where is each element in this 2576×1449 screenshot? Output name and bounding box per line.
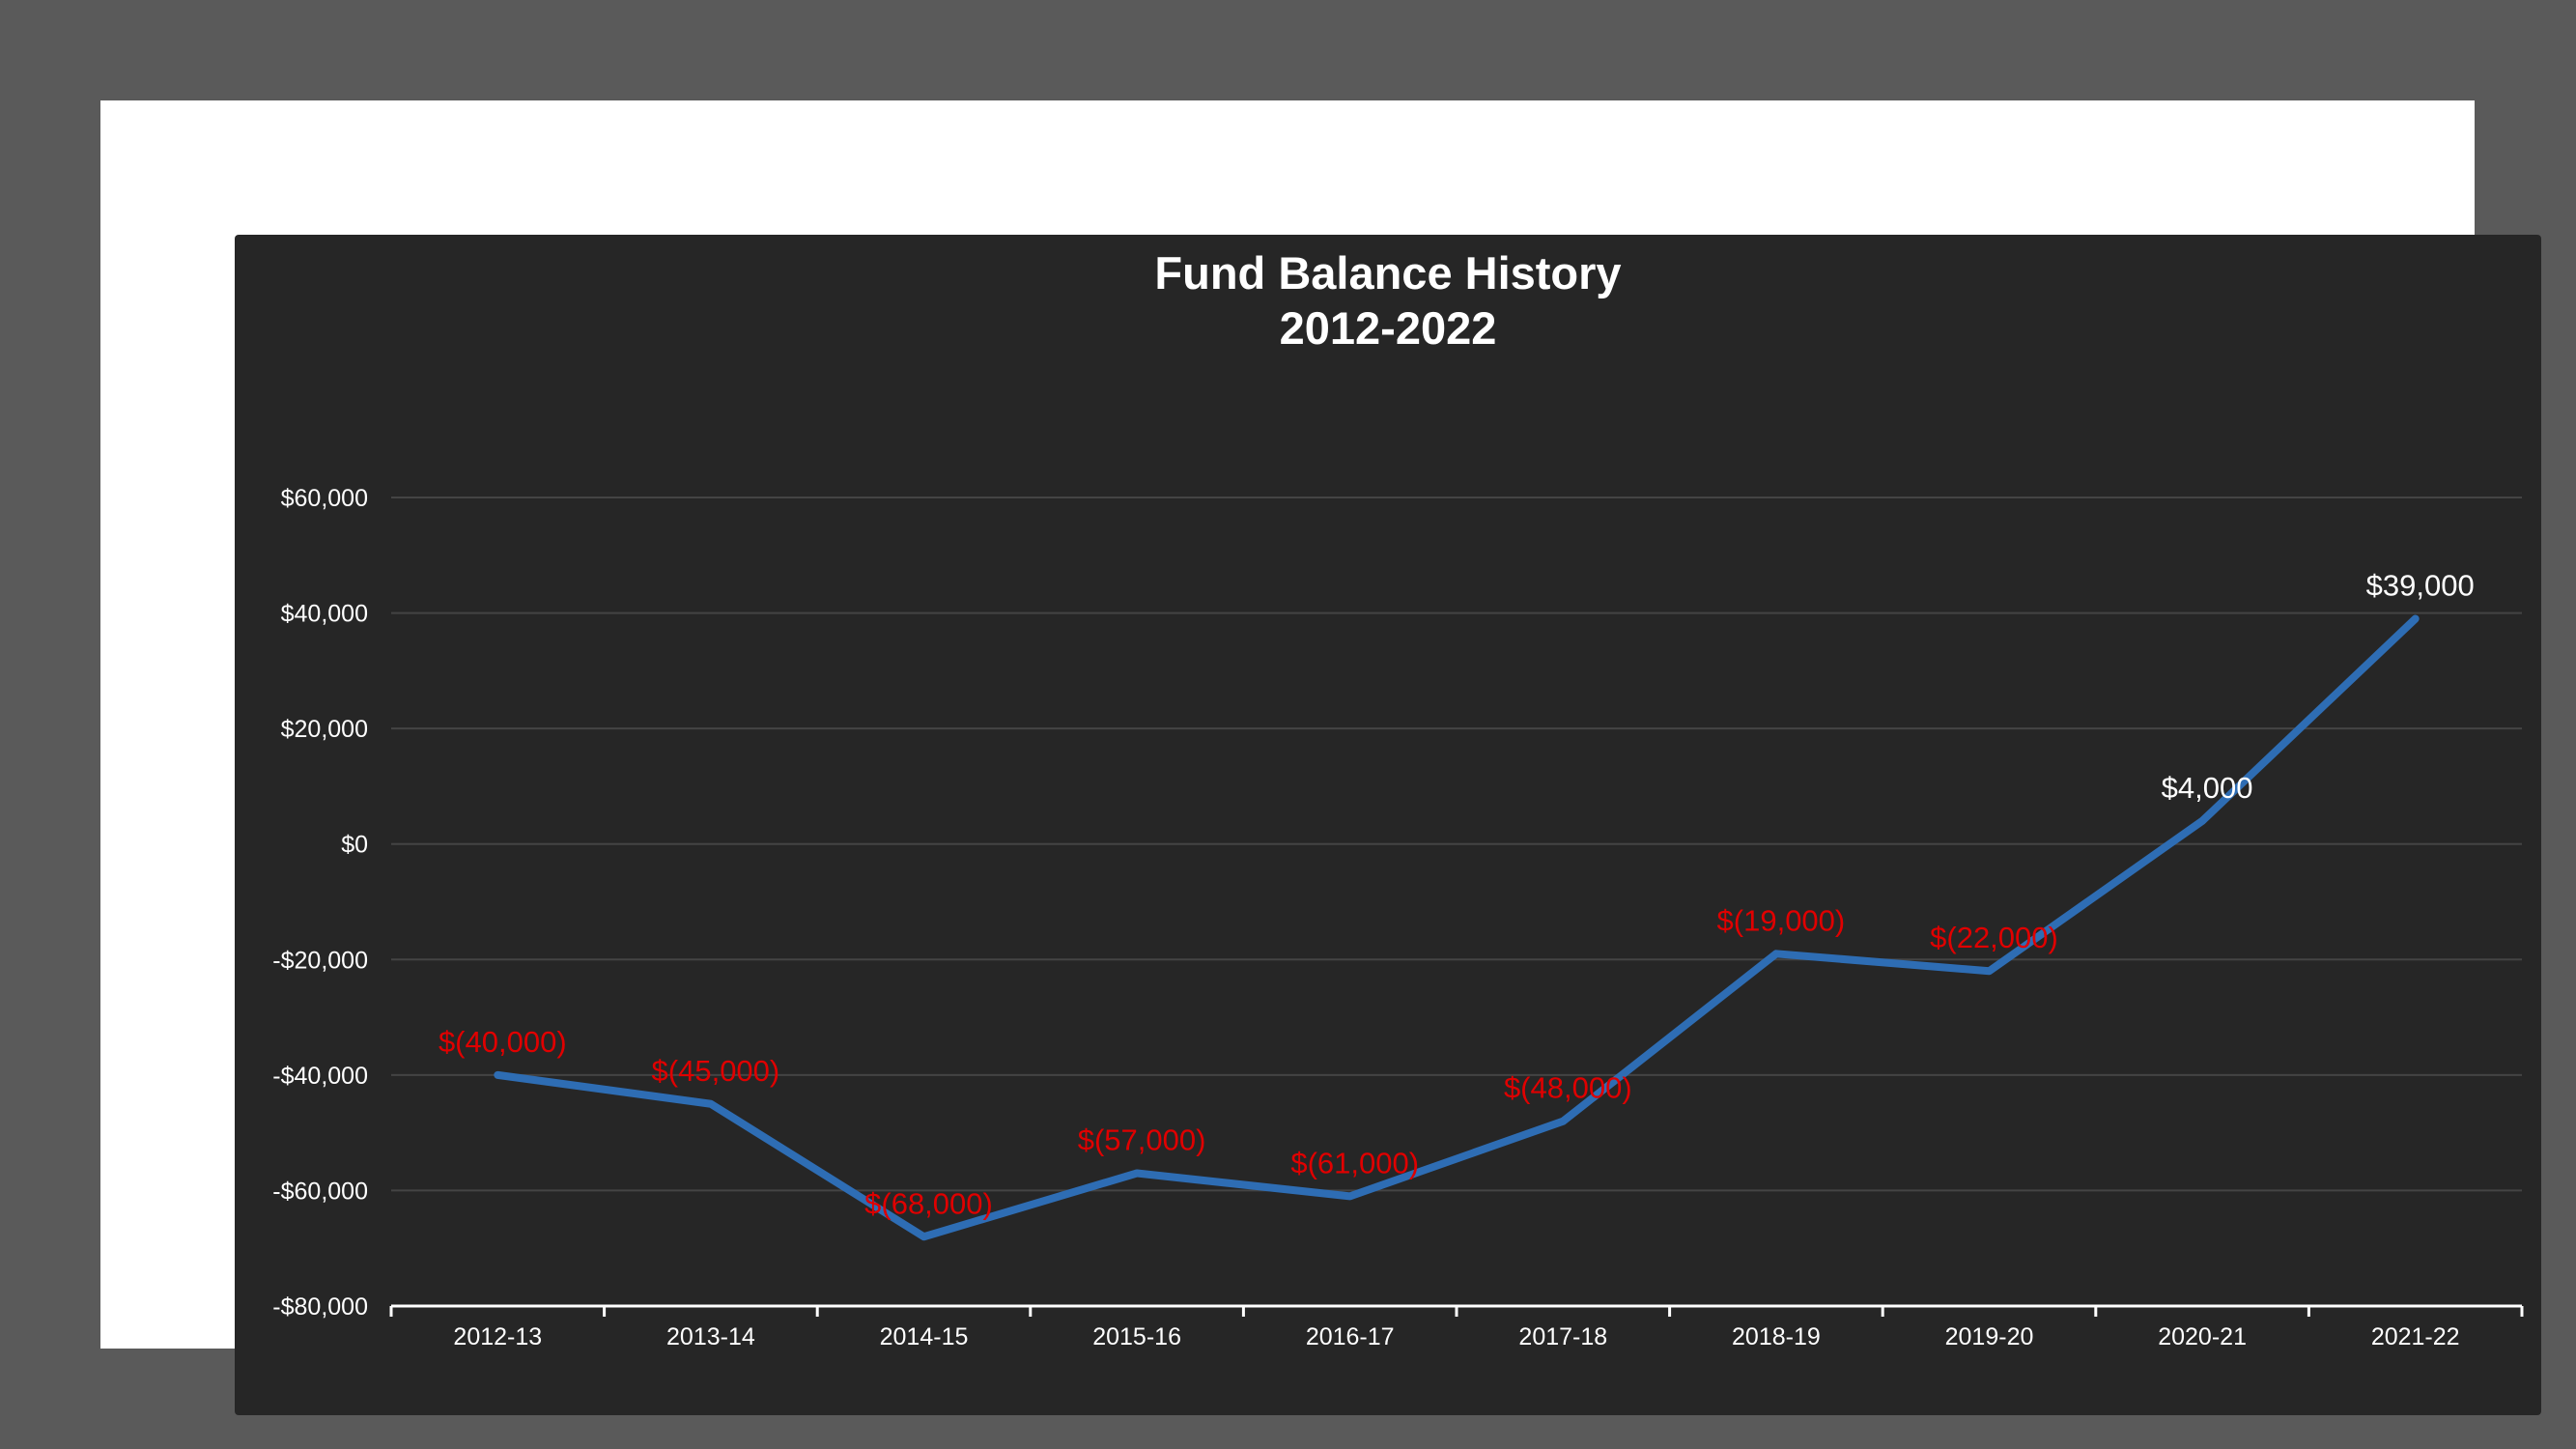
x-tick-label: 2014-15 [880,1323,969,1350]
data-label: $(68,000) [864,1186,993,1220]
y-tick-label: -$40,000 [272,1063,368,1090]
data-label: $4,000 [2162,771,2253,805]
y-tick-label: $20,000 [281,716,368,743]
x-tick-label: 2016-17 [1306,1323,1395,1350]
x-tick-label: 2019-20 [1945,1323,2034,1350]
y-tick-label: $40,000 [281,601,368,628]
data-label: $39,000 [2366,569,2475,603]
x-axis: 2012-13 2013-14 2014-15 2015-16 2016-17 2017-… [389,1304,2524,1350]
data-label: $(19,000) [1717,903,1846,937]
x-tick-label: 2018-19 [1732,1323,1821,1350]
x-tick-label: 2021-22 [2371,1323,2460,1350]
x-tick-label: 2017-18 [1518,1323,1607,1350]
x-tick-label: 2012-13 [453,1323,542,1350]
x-tick-label: 2020-21 [2158,1323,2247,1350]
data-label: $(57,000) [1078,1122,1206,1156]
y-tick-label: $0 [341,832,368,859]
gridlines [391,497,2522,1192]
data-label: $(61,000) [1290,1146,1419,1179]
y-axis-ticks: $60,000 $40,000 $20,000 $0 -$20,000 -$40,000 -… [272,485,368,1321]
x-tick-label: 2015-16 [1092,1323,1181,1350]
chart-title: Fund Balance History [1154,247,1621,298]
line-chart: Fund Balance History 2012-2022 $60,000 $4… [272,247,2524,1350]
white-frame: Fund Balance History 2012-2022 $60,000 $4… [100,100,2541,1415]
y-tick-label: -$80,000 [272,1293,368,1321]
chart-area: Fund Balance History 2012-2022 $60,000 $4… [235,235,2541,1415]
data-label: $(40,000) [439,1025,567,1059]
y-tick-label: -$20,000 [272,947,368,974]
series-line [494,614,2420,1241]
data-labels: $(40,000) $(45,000) $(68,000) $(57,000) $(61… [439,569,2475,1221]
y-tick-label: -$60,000 [272,1178,368,1205]
y-tick-label: $60,000 [281,485,368,512]
x-tick-label: 2013-14 [666,1323,755,1350]
chart-subtitle: 2012-2022 [1280,302,1497,354]
data-label: $(22,000) [1930,921,2058,954]
series-line-path [494,614,2420,1241]
data-label: $(48,000) [1504,1071,1632,1105]
data-label: $(45,000) [652,1054,780,1088]
